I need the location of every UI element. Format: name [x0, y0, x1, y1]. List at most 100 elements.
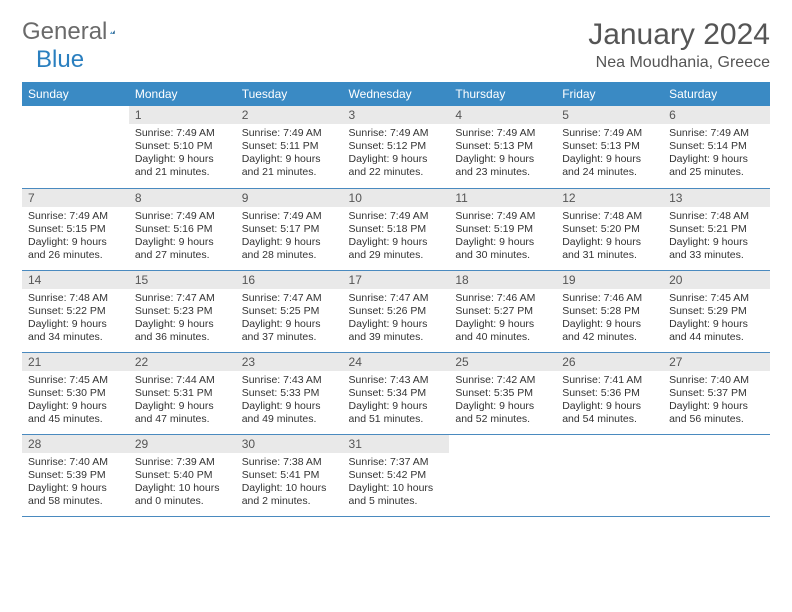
calendar-day-cell: 8Sunrise: 7:49 AMSunset: 5:16 PMDaylight…	[129, 188, 236, 270]
day-number: 16	[236, 271, 343, 289]
day-number: 12	[556, 189, 663, 207]
sunrise-line: Sunrise: 7:40 AM	[28, 456, 123, 469]
sunrise-line: Sunrise: 7:48 AM	[28, 292, 123, 305]
day-details: Sunrise: 7:46 AMSunset: 5:27 PMDaylight:…	[449, 289, 556, 349]
sunset-line: Sunset: 5:29 PM	[669, 305, 764, 318]
calendar-week-row: 28Sunrise: 7:40 AMSunset: 5:39 PMDayligh…	[22, 434, 770, 516]
sunrise-line: Sunrise: 7:49 AM	[242, 210, 337, 223]
calendar-day-cell	[22, 106, 129, 188]
calendar-day-cell: 22Sunrise: 7:44 AMSunset: 5:31 PMDayligh…	[129, 352, 236, 434]
brand-flag-icon	[110, 22, 115, 42]
daylight-line: Daylight: 9 hours and 44 minutes.	[669, 318, 764, 344]
daylight-line: Daylight: 9 hours and 22 minutes.	[349, 153, 444, 179]
weekday-header: Sunday	[22, 82, 129, 106]
calendar-day-cell: 9Sunrise: 7:49 AMSunset: 5:17 PMDaylight…	[236, 188, 343, 270]
calendar-day-cell: 30Sunrise: 7:38 AMSunset: 5:41 PMDayligh…	[236, 434, 343, 516]
sunrise-line: Sunrise: 7:49 AM	[455, 127, 550, 140]
calendar-day-cell: 16Sunrise: 7:47 AMSunset: 5:25 PMDayligh…	[236, 270, 343, 352]
daylight-line: Daylight: 9 hours and 29 minutes.	[349, 236, 444, 262]
daylight-line: Daylight: 9 hours and 33 minutes.	[669, 236, 764, 262]
daylight-line: Daylight: 9 hours and 28 minutes.	[242, 236, 337, 262]
day-number: 9	[236, 189, 343, 207]
daylight-line: Daylight: 9 hours and 26 minutes.	[28, 236, 123, 262]
daylight-line: Daylight: 10 hours and 0 minutes.	[135, 482, 230, 508]
calendar-day-cell: 15Sunrise: 7:47 AMSunset: 5:23 PMDayligh…	[129, 270, 236, 352]
sunrise-line: Sunrise: 7:38 AM	[242, 456, 337, 469]
daylight-line: Daylight: 9 hours and 31 minutes.	[562, 236, 657, 262]
sunset-line: Sunset: 5:14 PM	[669, 140, 764, 153]
weekday-header: Saturday	[663, 82, 770, 106]
day-details: Sunrise: 7:43 AMSunset: 5:33 PMDaylight:…	[236, 371, 343, 431]
calendar-day-cell: 29Sunrise: 7:39 AMSunset: 5:40 PMDayligh…	[129, 434, 236, 516]
daylight-line: Daylight: 9 hours and 56 minutes.	[669, 400, 764, 426]
sunset-line: Sunset: 5:13 PM	[455, 140, 550, 153]
day-details: Sunrise: 7:40 AMSunset: 5:37 PMDaylight:…	[663, 371, 770, 431]
daylight-line: Daylight: 9 hours and 24 minutes.	[562, 153, 657, 179]
day-number: 18	[449, 271, 556, 289]
daylight-line: Daylight: 9 hours and 36 minutes.	[135, 318, 230, 344]
calendar-day-cell: 1Sunrise: 7:49 AMSunset: 5:10 PMDaylight…	[129, 106, 236, 188]
sunrise-line: Sunrise: 7:45 AM	[28, 374, 123, 387]
sunrise-line: Sunrise: 7:41 AM	[562, 374, 657, 387]
daylight-line: Daylight: 10 hours and 5 minutes.	[349, 482, 444, 508]
calendar-day-cell	[556, 434, 663, 516]
sunset-line: Sunset: 5:20 PM	[562, 223, 657, 236]
weekday-header: Tuesday	[236, 82, 343, 106]
day-number: 14	[22, 271, 129, 289]
sunset-line: Sunset: 5:27 PM	[455, 305, 550, 318]
sunset-line: Sunset: 5:19 PM	[455, 223, 550, 236]
sunset-line: Sunset: 5:39 PM	[28, 469, 123, 482]
day-details: Sunrise: 7:49 AMSunset: 5:19 PMDaylight:…	[449, 207, 556, 267]
calendar-day-cell: 19Sunrise: 7:46 AMSunset: 5:28 PMDayligh…	[556, 270, 663, 352]
sunrise-line: Sunrise: 7:47 AM	[135, 292, 230, 305]
calendar-day-cell: 7Sunrise: 7:49 AMSunset: 5:15 PMDaylight…	[22, 188, 129, 270]
day-number: 7	[22, 189, 129, 207]
day-details: Sunrise: 7:49 AMSunset: 5:18 PMDaylight:…	[343, 207, 450, 267]
daylight-line: Daylight: 9 hours and 39 minutes.	[349, 318, 444, 344]
day-details: Sunrise: 7:49 AMSunset: 5:12 PMDaylight:…	[343, 124, 450, 184]
sunset-line: Sunset: 5:31 PM	[135, 387, 230, 400]
day-number: 3	[343, 106, 450, 124]
sunrise-line: Sunrise: 7:45 AM	[669, 292, 764, 305]
sunset-line: Sunset: 5:40 PM	[135, 469, 230, 482]
sunrise-line: Sunrise: 7:48 AM	[562, 210, 657, 223]
sunrise-line: Sunrise: 7:49 AM	[28, 210, 123, 223]
day-number: 30	[236, 435, 343, 453]
calendar-day-cell: 28Sunrise: 7:40 AMSunset: 5:39 PMDayligh…	[22, 434, 129, 516]
day-details: Sunrise: 7:49 AMSunset: 5:15 PMDaylight:…	[22, 207, 129, 267]
page-title: January 2024	[588, 18, 770, 52]
day-number: 21	[22, 353, 129, 371]
calendar-day-cell	[663, 434, 770, 516]
weekday-header: Wednesday	[343, 82, 450, 106]
calendar-week-row: 1Sunrise: 7:49 AMSunset: 5:10 PMDaylight…	[22, 106, 770, 188]
sunset-line: Sunset: 5:13 PM	[562, 140, 657, 153]
calendar-day-cell	[449, 434, 556, 516]
sunrise-line: Sunrise: 7:47 AM	[242, 292, 337, 305]
calendar-day-cell: 12 Sunrise: 7:48 AMSunset: 5:20 PMDayligh…	[556, 188, 663, 270]
daylight-line: Daylight: 9 hours and 27 minutes.	[135, 236, 230, 262]
calendar-week-row: 7Sunrise: 7:49 AMSunset: 5:15 PMDaylight…	[22, 188, 770, 270]
day-details: Sunrise: 7:46 AMSunset: 5:28 PMDaylight:…	[556, 289, 663, 349]
sunset-line: Sunset: 5:28 PM	[562, 305, 657, 318]
day-number: 11	[449, 189, 556, 207]
calendar-day-cell: 25Sunrise: 7:42 AMSunset: 5:35 PMDayligh…	[449, 352, 556, 434]
calendar-day-cell: 10Sunrise: 7:49 AMSunset: 5:18 PMDayligh…	[343, 188, 450, 270]
daylight-line: Daylight: 9 hours and 25 minutes.	[669, 153, 764, 179]
weekday-header: Thursday	[449, 82, 556, 106]
sunset-line: Sunset: 5:23 PM	[135, 305, 230, 318]
sunrise-line: Sunrise: 7:49 AM	[455, 210, 550, 223]
day-details: Sunrise: 7:39 AMSunset: 5:40 PMDaylight:…	[129, 453, 236, 513]
daylight-line: Daylight: 9 hours and 40 minutes.	[455, 318, 550, 344]
day-number: 13	[663, 189, 770, 207]
day-number: 4	[449, 106, 556, 124]
day-details: Sunrise: 7:37 AMSunset: 5:42 PMDaylight:…	[343, 453, 450, 513]
calendar-table: Sunday Monday Tuesday Wednesday Thursday…	[22, 82, 770, 517]
daylight-line: Daylight: 9 hours and 52 minutes.	[455, 400, 550, 426]
day-number: 26	[556, 353, 663, 371]
sunrise-line: Sunrise: 7:40 AM	[669, 374, 764, 387]
sunset-line: Sunset: 5:16 PM	[135, 223, 230, 236]
day-details: Sunrise: 7:47 AMSunset: 5:23 PMDaylight:…	[129, 289, 236, 349]
day-number: 6	[663, 106, 770, 124]
daylight-line: Daylight: 9 hours and 54 minutes.	[562, 400, 657, 426]
daylight-line: Daylight: 9 hours and 21 minutes.	[135, 153, 230, 179]
